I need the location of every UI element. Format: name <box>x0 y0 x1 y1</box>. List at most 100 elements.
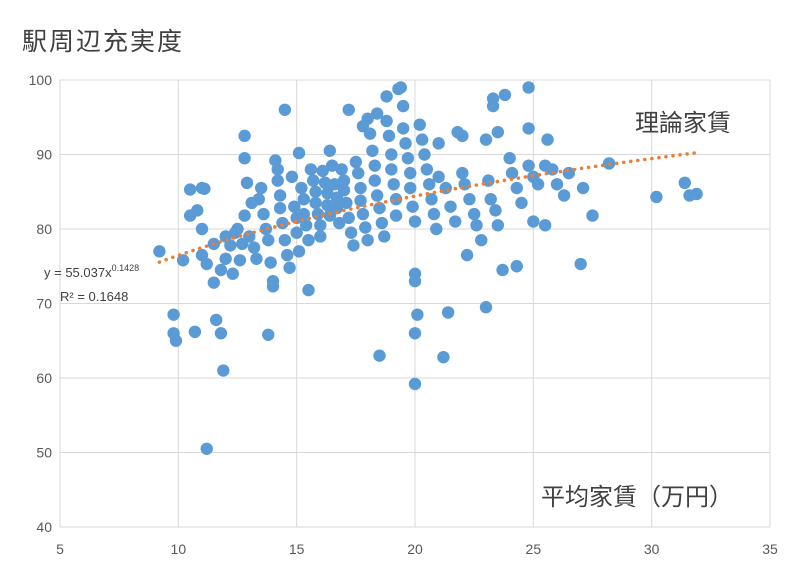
data-point <box>347 239 360 252</box>
data-point <box>396 122 410 135</box>
data-point <box>382 129 396 143</box>
x-axis-title: 平均家賃（万円） <box>541 483 733 511</box>
data-point <box>491 219 505 232</box>
data-point <box>264 256 277 269</box>
data-point <box>408 215 422 228</box>
data-point <box>210 313 223 327</box>
data-point <box>200 257 213 271</box>
data-point <box>292 146 306 160</box>
data-point <box>354 194 367 207</box>
data-point <box>486 99 500 113</box>
data-point <box>510 181 523 195</box>
data-point <box>273 189 287 202</box>
data-point <box>217 364 230 377</box>
data-point <box>281 248 294 262</box>
data-point <box>430 222 443 236</box>
data-point <box>340 196 353 210</box>
data-point <box>224 239 237 252</box>
trendline <box>157 150 701 264</box>
data-point <box>344 226 358 239</box>
data-point <box>231 222 244 236</box>
data-point <box>295 181 308 195</box>
data-point <box>309 196 322 210</box>
data-point <box>586 209 599 222</box>
data-point <box>271 174 284 187</box>
data-point <box>576 181 590 195</box>
data-point <box>238 152 251 165</box>
data-point <box>449 215 462 228</box>
data-point <box>219 252 232 265</box>
data-point <box>330 201 344 215</box>
data-point <box>498 88 512 102</box>
data-point <box>278 233 292 247</box>
y-tick-label: 50 <box>36 445 52 461</box>
data-points <box>153 81 703 455</box>
data-point <box>399 137 412 150</box>
data-point <box>352 166 365 180</box>
data-point <box>415 133 429 146</box>
data-point <box>283 261 296 274</box>
data-point <box>337 184 351 197</box>
data-point <box>441 306 455 319</box>
data-point <box>546 163 559 176</box>
data-point <box>278 103 292 117</box>
data-point <box>678 176 691 190</box>
x-tick-label: 5 <box>56 541 64 557</box>
data-point <box>354 181 367 195</box>
trendline-label: 理論家賃 <box>635 109 731 137</box>
data-point <box>380 90 393 103</box>
y-tick-label: 60 <box>36 370 52 386</box>
data-point <box>262 233 275 247</box>
data-point <box>183 183 197 196</box>
data-point <box>356 207 370 221</box>
data-point <box>496 263 509 277</box>
data-point <box>389 209 403 222</box>
data-point <box>378 230 391 243</box>
gridlines <box>59 79 771 528</box>
data-point <box>690 187 703 201</box>
x-tick-label: 10 <box>171 541 187 557</box>
data-point <box>233 254 247 267</box>
data-point <box>214 327 228 340</box>
x-tick-label: 35 <box>762 541 778 557</box>
data-point <box>373 201 386 215</box>
data-point <box>247 241 261 254</box>
data-point <box>176 254 190 267</box>
data-point <box>404 166 417 180</box>
data-point <box>314 219 327 232</box>
y-tick-label: 100 <box>29 72 53 88</box>
data-point <box>650 190 663 204</box>
data-point <box>522 159 535 172</box>
data-point <box>458 178 471 191</box>
trendline-path <box>157 150 701 264</box>
data-point <box>420 163 434 176</box>
data-point <box>574 257 587 271</box>
data-point <box>401 152 415 165</box>
data-point <box>385 148 398 161</box>
y-tick-label: 70 <box>36 296 52 312</box>
data-point <box>304 163 318 176</box>
data-point <box>368 159 381 172</box>
data-point <box>252 193 265 206</box>
data-point <box>418 148 431 161</box>
data-point <box>484 193 497 206</box>
data-point <box>288 200 301 213</box>
r-squared: R² = 0.1648 <box>60 289 128 304</box>
y-tick-label: 90 <box>36 147 52 163</box>
data-point <box>299 219 313 232</box>
data-point <box>273 201 287 215</box>
data-point <box>309 185 322 198</box>
data-point <box>257 207 270 221</box>
data-point <box>195 222 209 236</box>
data-point <box>342 211 355 225</box>
data-point <box>250 252 263 265</box>
data-point <box>389 193 403 206</box>
data-point <box>285 170 299 184</box>
data-point <box>394 81 407 94</box>
data-point <box>479 133 493 146</box>
data-point <box>522 122 535 135</box>
chart-title: 駅周辺充実度 <box>22 27 185 56</box>
data-point <box>408 274 422 288</box>
data-point <box>254 181 268 195</box>
